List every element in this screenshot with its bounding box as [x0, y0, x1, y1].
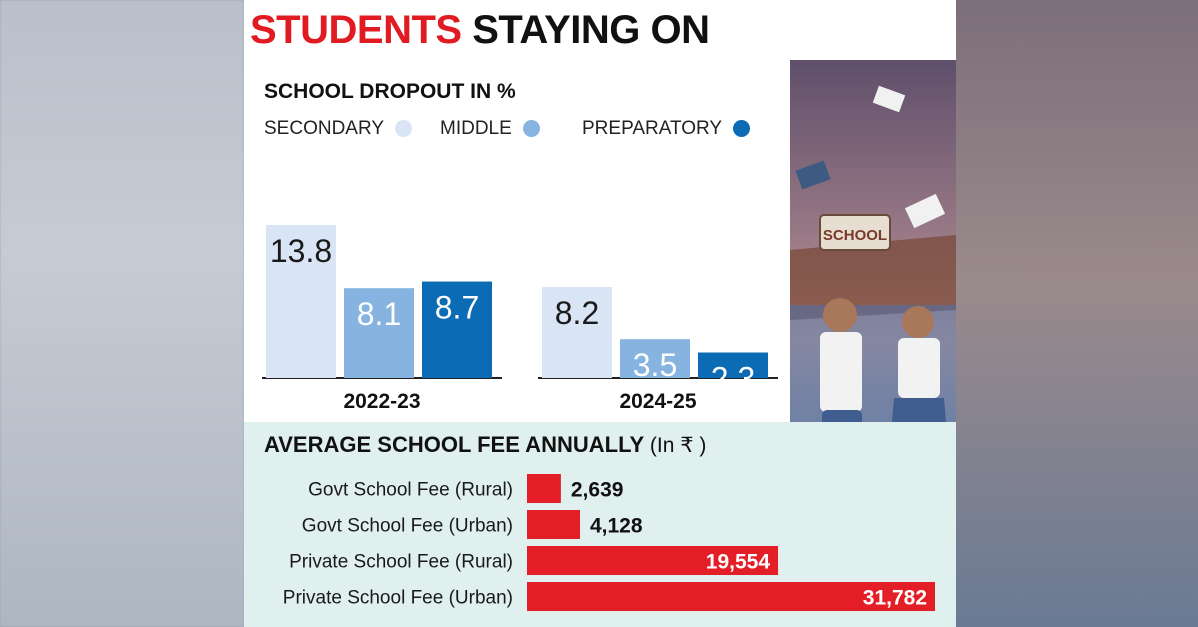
data-label-secondary-2024-25: 8.2	[555, 295, 599, 331]
legend-preparatory-label: PREPARATORY	[582, 118, 722, 139]
background-left	[0, 0, 244, 627]
fee-value-govt-school-fee-rural: 2,639	[571, 479, 624, 502]
data-label-preparatory-2024-25: 2.3	[711, 361, 755, 397]
fee-title-unit: (In ₹ )	[649, 434, 707, 457]
headline-red: STUDENTS	[250, 8, 462, 52]
legend-middle-label: MIDDLE	[440, 118, 512, 139]
dropout-panel: SCHOOL DROPOUT IN % SECONDARY MIDDLE PRE…	[244, 60, 790, 422]
category-label-2024-25: 2024-25	[619, 390, 696, 413]
legend-middle-swatch	[523, 120, 541, 138]
bar-middle-2022-23	[344, 288, 414, 378]
fee-panel: Govt School Fee (Rural) 2,639 Govt School …	[244, 422, 956, 627]
fee-category-govt-school-fee-urban: Govt School Fee (Urban)	[302, 516, 513, 537]
legend-preparatory-swatch	[733, 120, 751, 138]
fee-category-private-school-fee-rural: Private School Fee (Rural)	[289, 552, 513, 573]
fee-category-govt-school-fee-rural: Govt School Fee (Rural)	[308, 480, 513, 501]
data-label-middle-2022-23: 8.1	[357, 296, 401, 332]
fee-bar-govt-school-fee-rural	[527, 474, 561, 503]
bar-preparatory-2024-25	[698, 352, 768, 378]
headline: STUDENTS STAYING ON	[250, 8, 710, 53]
bar-secondary-2022-23	[266, 225, 336, 378]
fee-value-private-school-fee-rural: 19,554	[706, 551, 771, 574]
fee-bar-chart: Govt School Fee (Rural) 2,639 Govt School …	[283, 474, 935, 611]
data-label-secondary-2022-23: 13.8	[270, 233, 332, 269]
legend-secondary-swatch	[394, 120, 412, 138]
dropout-bar-chart: 13.8 8.1 8.7 2022-23 8.2 3.5 2.3 2024-25	[262, 225, 778, 413]
fee-category-private-school-fee-urban: Private School Fee (Urban)	[283, 588, 513, 609]
category-label-2022-23: 2022-23	[343, 390, 420, 413]
bar-secondary-2024-25	[542, 287, 612, 378]
dropout-title: SCHOOL DROPOUT IN %	[264, 80, 516, 103]
bar-preparatory-2022-23	[422, 281, 492, 378]
infographic-card: STUDENTS STAYING ON SCHOOL DROPOUT IN % …	[244, 0, 956, 627]
data-label-middle-2024-25: 3.5	[633, 347, 677, 383]
bar-middle-2024-25	[620, 339, 690, 378]
fee-bar-private-school-fee-rural	[527, 546, 779, 575]
legend-secondary: SECONDARY	[264, 118, 412, 140]
legend-secondary-label: SECONDARY	[264, 118, 384, 139]
svg-text:SCHOOL: SCHOOL	[823, 227, 887, 244]
fee-value-private-school-fee-urban: 31,782	[863, 587, 927, 610]
legend-preparatory: PREPARATORY	[582, 118, 751, 140]
fee-title: AVERAGE SCHOOL FEE ANNUALLY (In ₹ )	[264, 432, 706, 458]
fee-bar-private-school-fee-urban	[527, 582, 935, 611]
background-right	[956, 0, 1198, 627]
legend-middle: MIDDLE	[440, 118, 541, 140]
fee-title-text: AVERAGE SCHOOL FEE ANNUALLY	[264, 432, 644, 457]
headline-black: STAYING ON	[472, 8, 710, 52]
fee-bar-govt-school-fee-urban	[527, 510, 580, 539]
data-label-preparatory-2022-23: 8.7	[435, 290, 479, 326]
fee-value-govt-school-fee-urban: 4,128	[590, 515, 643, 538]
